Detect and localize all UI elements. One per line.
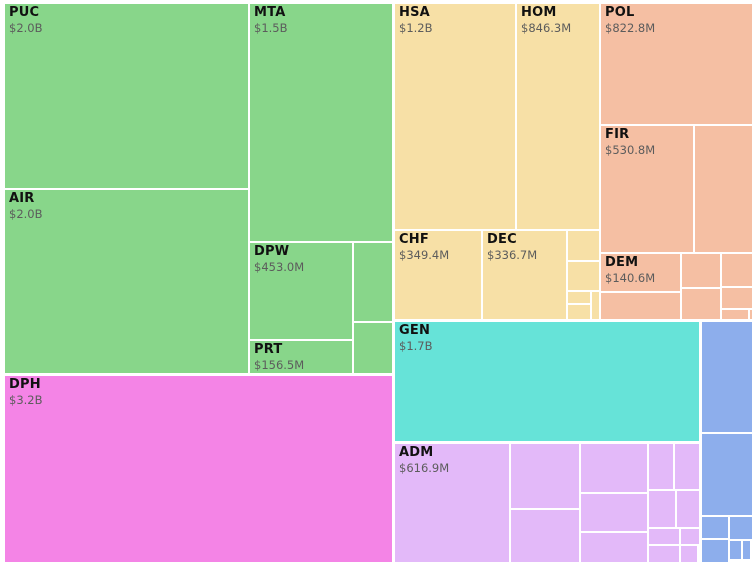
cell-label: PRT [254, 342, 283, 357]
cell-value: $616.9M [399, 461, 450, 475]
cell-value: $1.7B [399, 339, 433, 353]
treemap-cell-fir[interactable]: FIR $530.8M [601, 126, 693, 252]
cell-label: CHF [399, 232, 429, 247]
treemap-cell[interactable] [750, 310, 752, 319]
treemap-cell[interactable] [568, 262, 599, 290]
treemap-cell[interactable] [511, 444, 579, 508]
treemap-cell[interactable] [681, 529, 699, 544]
cell-label: FIR [605, 127, 630, 142]
cell-label: DEM [605, 255, 639, 270]
treemap-cell-dpw[interactable]: DPW $453.0M [250, 243, 352, 339]
treemap-cell-puc[interactable]: PUC $2.0B [5, 4, 248, 188]
treemap-cell[interactable] [568, 292, 590, 303]
treemap-cell[interactable] [581, 444, 647, 492]
treemap-cell[interactable] [702, 434, 752, 515]
cell-label: POL [605, 5, 635, 20]
cell-value: $2.0B [9, 21, 43, 35]
treemap-cell[interactable] [722, 288, 752, 308]
treemap-cell-hom[interactable]: HOM $846.3M [517, 4, 599, 229]
treemap-cell[interactable] [682, 254, 720, 287]
treemap-cell-mta[interactable]: MTA $1.5B [250, 4, 392, 241]
treemap-cell[interactable] [568, 305, 590, 319]
treemap-cell-adm[interactable]: ADM $616.9M [395, 444, 509, 562]
cell-label: HSA [399, 5, 430, 20]
cell-label: GEN [399, 323, 431, 338]
treemap-cell[interactable] [511, 510, 579, 562]
treemap-cell[interactable] [722, 254, 752, 286]
treemap-cell[interactable] [702, 322, 752, 432]
cell-value: $1.5B [254, 21, 288, 35]
treemap-cell[interactable] [702, 540, 728, 562]
treemap-cell[interactable] [649, 491, 675, 527]
cell-label: PUC [9, 5, 40, 20]
treemap-cell-gen[interactable]: GEN $1.7B [395, 322, 699, 441]
treemap-cell-pol[interactable]: POL $822.8M [601, 4, 752, 124]
cell-value: $453.0M [254, 260, 305, 274]
cell-value: $1.2B [399, 21, 433, 35]
treemap-cell[interactable] [743, 541, 750, 559]
treemap-cell[interactable] [675, 444, 699, 489]
cell-value: $530.8M [605, 143, 656, 157]
treemap-cell[interactable] [568, 231, 599, 260]
treemap-cell[interactable] [702, 517, 728, 538]
cell-value: $2.0B [9, 207, 43, 221]
treemap-cell[interactable] [649, 444, 673, 489]
treemap-cell[interactable] [722, 310, 748, 319]
treemap-cell[interactable] [730, 517, 752, 539]
treemap-cell[interactable] [581, 533, 647, 562]
cell-label: DPH [9, 377, 41, 392]
cell-value: $846.3M [521, 21, 572, 35]
cell-value: $3.2B [9, 393, 43, 407]
treemap-cell[interactable] [354, 323, 392, 373]
cell-label: DEC [487, 232, 517, 247]
cell-value: $336.7M [487, 248, 538, 262]
treemap-cell[interactable] [730, 541, 741, 559]
treemap-cell-hsa[interactable]: HSA $1.2B [395, 4, 515, 229]
cell-label: ADM [399, 445, 434, 460]
treemap-cell[interactable] [354, 243, 392, 321]
treemap-cell-chf[interactable]: CHF $349.4M [395, 231, 481, 319]
cell-label: MTA [254, 5, 286, 20]
treemap-cell-air[interactable]: AIR $2.0B [5, 190, 248, 373]
cell-label: HOM [521, 5, 557, 20]
cell-value: $349.4M [399, 248, 450, 262]
cell-label: AIR [9, 191, 35, 206]
treemap-cell[interactable] [592, 292, 599, 319]
treemap-cell[interactable] [581, 494, 647, 531]
treemap-cell[interactable] [681, 546, 697, 562]
treemap-cell[interactable] [649, 546, 679, 562]
treemap-cell-prt[interactable]: PRT $156.5M [250, 341, 352, 373]
treemap-cell[interactable] [601, 293, 680, 319]
cell-label: DPW [254, 244, 290, 259]
cell-value: $822.8M [605, 21, 656, 35]
cell-value: $140.6M [605, 271, 656, 285]
treemap-cell-dec[interactable]: DEC $336.7M [483, 231, 566, 319]
treemap-cell-dem[interactable]: DEM $140.6M [601, 254, 680, 291]
treemap-cell[interactable] [682, 289, 720, 319]
treemap-cell[interactable] [649, 529, 679, 544]
cell-value: $156.5M [254, 358, 305, 372]
treemap-cell[interactable] [695, 126, 752, 252]
treemap-cell[interactable] [677, 491, 699, 527]
treemap-cell-dph[interactable]: DPH $3.2B [5, 376, 392, 562]
